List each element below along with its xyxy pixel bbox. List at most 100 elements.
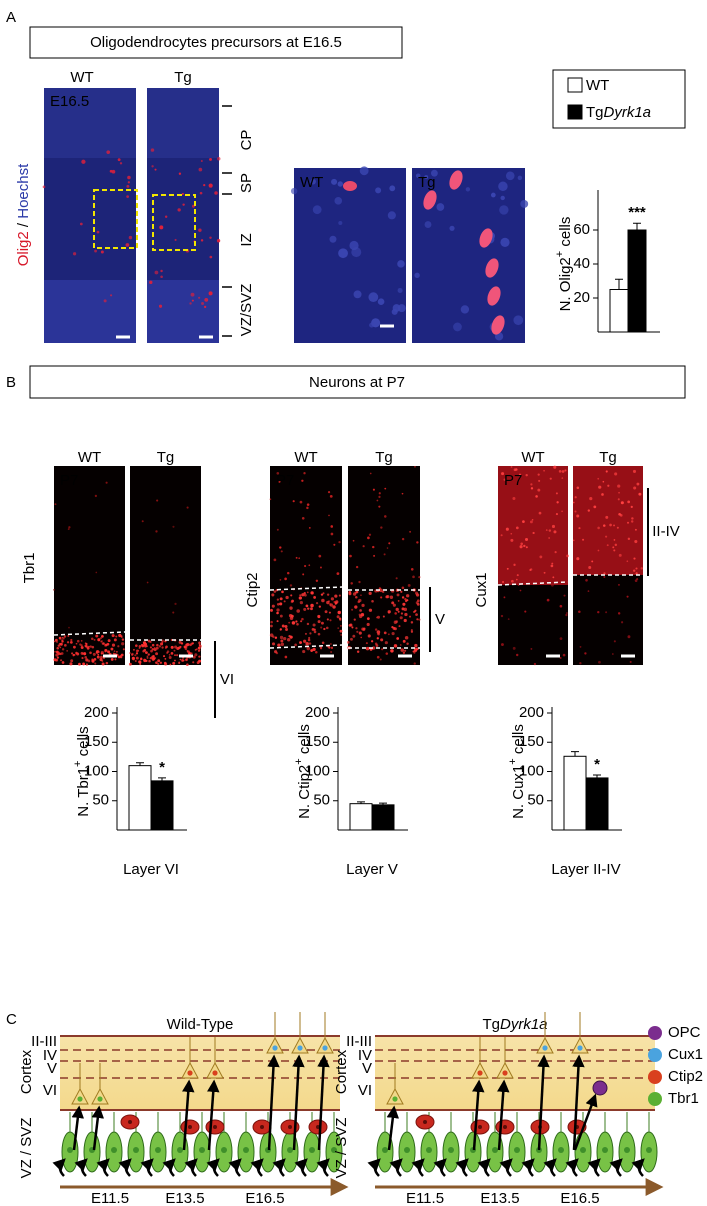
cell-dot — [174, 645, 178, 649]
intermediate-nucleus — [478, 1125, 482, 1129]
cell-dot — [559, 656, 562, 659]
cell-dot — [149, 656, 153, 660]
cell-dot — [276, 611, 279, 615]
cell-dot — [352, 539, 355, 542]
cell-dot — [370, 640, 374, 643]
cell-dot — [76, 639, 80, 643]
cell-dot — [165, 645, 168, 649]
cell-dot — [287, 571, 290, 575]
cell-dot — [304, 632, 307, 635]
marker-label: Ctip2 — [244, 572, 261, 607]
neuron — [316, 1012, 334, 1054]
cell-dot — [134, 654, 137, 657]
cell-dot — [413, 649, 417, 653]
cell-dot — [153, 648, 157, 652]
cell-dot — [362, 545, 365, 548]
cell-dot — [389, 595, 394, 599]
cell-dot — [155, 646, 159, 650]
progenitor-nucleus — [177, 1147, 183, 1153]
neuron — [571, 1012, 589, 1054]
cell-dot — [326, 618, 329, 621]
cell-dot — [101, 662, 105, 666]
cell-dot — [159, 225, 164, 230]
x-axis-label: Layer VI — [123, 861, 179, 878]
y-tick-label: 200 — [305, 704, 330, 721]
cell-dot — [177, 646, 181, 650]
cell-dot — [106, 150, 111, 154]
cell-dot — [396, 593, 400, 597]
cell-dot — [154, 270, 159, 275]
cell-dot — [372, 488, 375, 491]
y-axis-label-part: N. Cux1 — [510, 765, 527, 819]
cell-dot — [170, 652, 174, 655]
cell-dot — [374, 628, 378, 631]
cell-dot — [156, 643, 159, 647]
layer-label: CP — [238, 130, 255, 151]
cell-dot — [137, 649, 140, 652]
cell-dot — [401, 596, 405, 599]
olig2-cell — [491, 315, 505, 335]
cell-dot — [271, 593, 275, 597]
cell-dot — [67, 528, 70, 530]
cell-dot — [597, 477, 600, 480]
migration-arrow — [386, 1105, 400, 1151]
cell-dot — [80, 651, 84, 655]
opc — [592, 1080, 608, 1096]
cell-dot — [537, 488, 541, 492]
cell-dot — [120, 635, 123, 638]
layer-label: VI — [220, 671, 234, 688]
cell-dot — [512, 497, 516, 501]
cell-dot — [613, 524, 615, 527]
cell-dot — [503, 478, 506, 481]
cell-dot — [198, 655, 201, 658]
cell-dot — [89, 651, 92, 655]
cell-dot — [299, 641, 303, 645]
cell-dot — [84, 644, 88, 648]
cell-dot — [449, 225, 455, 231]
cell-dot — [378, 492, 381, 495]
cell-dot — [302, 649, 306, 654]
micrograph — [130, 466, 201, 665]
cell-dot — [369, 472, 372, 475]
division-arrow — [543, 1158, 557, 1177]
layer-label: IV — [43, 1047, 57, 1064]
migration-arrow — [317, 1054, 330, 1151]
cell-dot — [603, 575, 606, 579]
significance: * — [594, 756, 600, 773]
cell-dot — [143, 642, 148, 646]
layer-label: V — [435, 611, 445, 628]
marker-label: Cux1 — [473, 572, 490, 607]
cell-dot — [149, 640, 152, 644]
layer-label: II-IV — [652, 523, 680, 540]
cell-dot — [69, 640, 73, 644]
cell-dot — [324, 610, 328, 614]
progenitor-nucleus — [426, 1147, 432, 1153]
cell-dot — [617, 612, 621, 615]
cell-dot — [320, 621, 324, 625]
cell-dot — [126, 184, 130, 188]
cell-dot — [115, 650, 118, 653]
cell-dot — [620, 501, 624, 505]
cell-dot — [151, 165, 154, 168]
cell-dot — [436, 203, 445, 211]
layer-boundary — [269, 644, 343, 649]
bar — [150, 780, 174, 831]
cell-dot — [416, 541, 419, 544]
cell-dot — [574, 510, 577, 513]
cell-dot — [515, 526, 519, 530]
cell-dot — [563, 594, 566, 597]
cell-dot — [87, 645, 90, 648]
wt-label: WT — [78, 449, 101, 466]
significance: * — [159, 759, 165, 776]
error-bar — [571, 751, 579, 757]
olig2-cell — [485, 258, 499, 278]
cell-dot — [414, 465, 416, 468]
cell-dot — [295, 620, 298, 623]
cell-dot — [384, 641, 388, 645]
cell-dot — [593, 505, 597, 509]
legend-label: Ctip2 — [668, 1068, 703, 1085]
cell-dot — [56, 647, 59, 650]
cell-dot — [289, 616, 294, 621]
y-axis-label-part: N. Olig2 — [557, 257, 574, 311]
wt-label: WT — [70, 69, 93, 86]
